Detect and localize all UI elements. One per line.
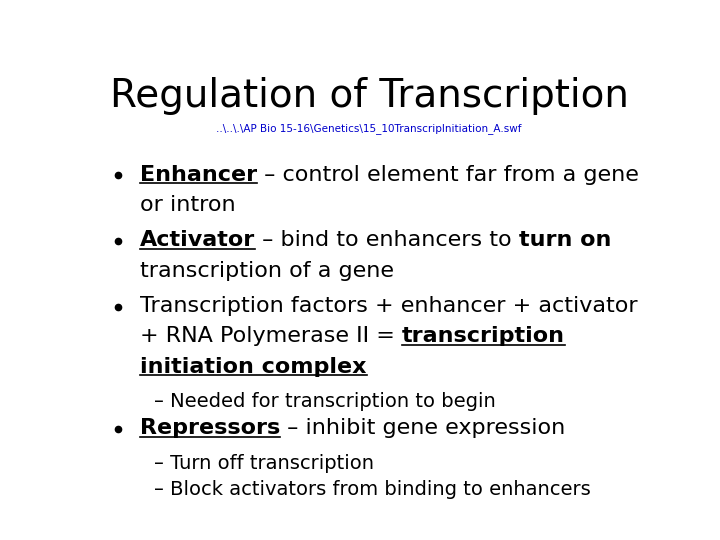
Text: – inhibit gene expression: – inhibit gene expression <box>281 418 566 438</box>
Text: transcription of a gene: transcription of a gene <box>140 261 395 281</box>
Text: – Block activators from binding to enhancers: – Block activators from binding to enhan… <box>154 480 591 499</box>
Text: transcription: transcription <box>402 326 565 346</box>
Text: initiation complex: initiation complex <box>140 357 366 377</box>
Text: turn on: turn on <box>519 230 611 250</box>
Text: Transcription factors + enhancer + activator: Transcription factors + enhancer + activ… <box>140 296 638 316</box>
Text: Regulation of Transcription: Regulation of Transcription <box>109 77 629 115</box>
Text: – Turn off transcription: – Turn off transcription <box>154 454 374 472</box>
Text: or intron: or intron <box>140 195 236 215</box>
Text: ..\..\.\AP Bio 15-16\Genetics\15_10TranscripInitiation_A.swf: ..\..\.\AP Bio 15-16\Genetics\15_10Trans… <box>216 123 522 134</box>
Text: Repressors: Repressors <box>140 418 281 438</box>
Text: – bind to enhancers to: – bind to enhancers to <box>256 230 519 250</box>
Text: – control element far from a gene: – control element far from a gene <box>257 165 639 185</box>
Text: – Needed for transcription to begin: – Needed for transcription to begin <box>154 392 496 411</box>
Text: Activator: Activator <box>140 230 256 250</box>
Text: Enhancer: Enhancer <box>140 165 257 185</box>
Text: + RNA Polymerase II =: + RNA Polymerase II = <box>140 326 402 346</box>
